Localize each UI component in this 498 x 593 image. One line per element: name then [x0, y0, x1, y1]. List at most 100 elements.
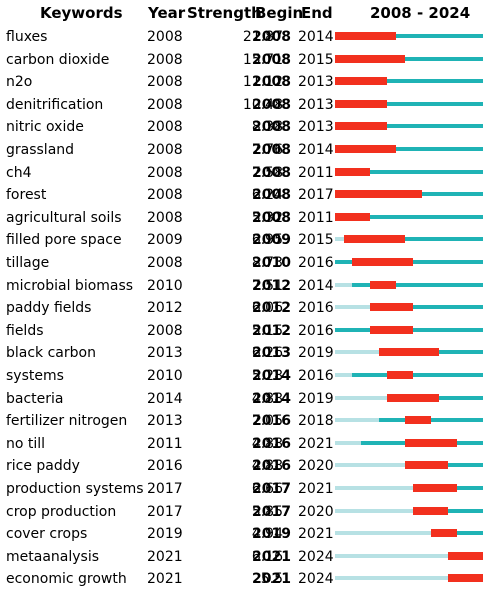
burst-segment [352, 258, 414, 266]
strength-cell: 5.15 [251, 322, 283, 339]
table-row: no till 2011 4.88 2016 2021 [0, 433, 498, 456]
table-row: carbon dioxide 2008 15.71 2008 2015 [0, 49, 498, 72]
end-cell: 2016 [298, 255, 334, 271]
year-cell: 2017 [147, 503, 183, 520]
year-cell: 2008 [147, 29, 183, 45]
strength-cell: 6.06 [251, 300, 283, 317]
end-cell: 2011 [298, 209, 334, 226]
active-track [430, 531, 483, 536]
begin-cell: 2008 [252, 209, 291, 226]
begin-cell: 2016 [252, 435, 291, 452]
year-cell: 2008 [147, 322, 183, 339]
burst-segment [369, 325, 414, 334]
burst-segment [387, 393, 440, 402]
begin-cell: 2013 [252, 345, 291, 362]
strength-cell: 7.51 [251, 277, 283, 294]
begin-cell: 2008 [252, 29, 291, 45]
table-row: bacteria 2014 4.88 2014 2019 [0, 388, 498, 411]
begin-cell: 2014 [252, 368, 291, 384]
header-end: End [301, 4, 333, 22]
burst-segment [448, 574, 483, 583]
keyword-cell: forest [6, 187, 47, 204]
table-row: fluxes 2008 21.87 2008 2014 [0, 26, 498, 49]
burst-segment [413, 484, 457, 492]
inactive-track [335, 508, 414, 513]
year-cell: 2008 [147, 164, 183, 181]
burst-segment [335, 145, 396, 153]
table-row: metaanalysis 2021 6.16 2021 2024 [0, 546, 498, 569]
keyword-cell: rice paddy [6, 458, 80, 475]
table-row: crop production 2017 5.85 2017 2020 [0, 501, 498, 524]
burst-segment [335, 77, 388, 86]
strength-cell: 4.88 [251, 435, 283, 452]
end-cell: 2024 [298, 571, 334, 588]
inactive-track [335, 237, 344, 242]
active-track [378, 418, 483, 423]
inactive-track [335, 282, 353, 287]
end-cell: 2016 [298, 300, 334, 317]
keyword-cell: n2o [6, 74, 33, 91]
active-track [335, 79, 483, 84]
inactive-track [335, 350, 379, 355]
end-cell: 2018 [298, 413, 334, 430]
inactive-track [335, 395, 388, 400]
strength-cell: 6.66 [251, 481, 283, 497]
strength-cell: 10.48 [242, 96, 283, 113]
year-cell: 2012 [147, 300, 183, 317]
year-cell: 2021 [147, 571, 183, 588]
strength-cell: 4.88 [251, 390, 283, 407]
burst-segment [335, 99, 388, 108]
burst-segment [369, 280, 396, 289]
strength-cell: 15.71 [242, 51, 283, 68]
strength-cell: 6.95 [251, 232, 283, 249]
year-cell: 2008 [147, 51, 183, 68]
table-row: denitrification 2008 10.48 2008 2013 [0, 94, 498, 117]
strength-cell: 21.87 [242, 29, 283, 45]
begin-cell: 2008 [252, 164, 291, 181]
table-row: forest 2008 6.24 2008 2017 [0, 184, 498, 207]
end-cell: 2013 [298, 96, 334, 113]
begin-cell: 2017 [252, 481, 291, 497]
header-keywords: Keywords [40, 4, 123, 22]
header-strength: Strength [187, 4, 262, 22]
burst-segment [387, 371, 414, 379]
begin-cell: 2010 [252, 255, 291, 271]
active-track [335, 56, 483, 61]
begin-cell: 2017 [252, 503, 291, 520]
year-cell: 2016 [147, 458, 183, 475]
year-cell: 2008 [147, 187, 183, 204]
year-cell: 2017 [147, 481, 183, 497]
strength-cell: 5.32 [251, 209, 283, 226]
keyword-cell: microbial biomass [6, 277, 134, 294]
inactive-track [335, 576, 449, 581]
active-track [413, 508, 483, 513]
burst-segment [369, 303, 414, 312]
strength-cell: 6.24 [251, 187, 283, 204]
inactive-track [335, 486, 414, 490]
header-range: 2008 - 2024 [370, 4, 471, 22]
begin-cell: 2016 [252, 458, 291, 475]
burst-segment [343, 235, 405, 244]
strength-cell: 4.88 [251, 458, 283, 475]
begin-cell: 2014 [252, 390, 291, 407]
burst-segment [378, 348, 440, 357]
keyword-cell: fluxes [6, 29, 48, 45]
year-cell: 2013 [147, 345, 183, 362]
table-row: n2o 2008 11.12 2008 2013 [0, 71, 498, 94]
keyword-cell: fields [6, 322, 44, 339]
year-cell: 2013 [147, 413, 183, 430]
burst-segment [413, 506, 449, 515]
strength-cell: 7.58 [251, 164, 283, 181]
inactive-track [335, 463, 405, 468]
active-track [352, 282, 483, 287]
strength-cell: 6.26 [251, 345, 283, 362]
end-cell: 2014 [298, 277, 334, 294]
end-cell: 2021 [298, 435, 334, 452]
keyword-cell: ch4 [6, 164, 32, 181]
keyword-cell: metaanalysis [6, 548, 100, 565]
strength-cell: 8.38 [251, 119, 283, 136]
burst-segment [335, 212, 370, 221]
begin-cell: 2021 [252, 548, 291, 565]
keyword-cell: black carbon [6, 345, 96, 362]
keyword-cell: grassland [6, 142, 75, 158]
